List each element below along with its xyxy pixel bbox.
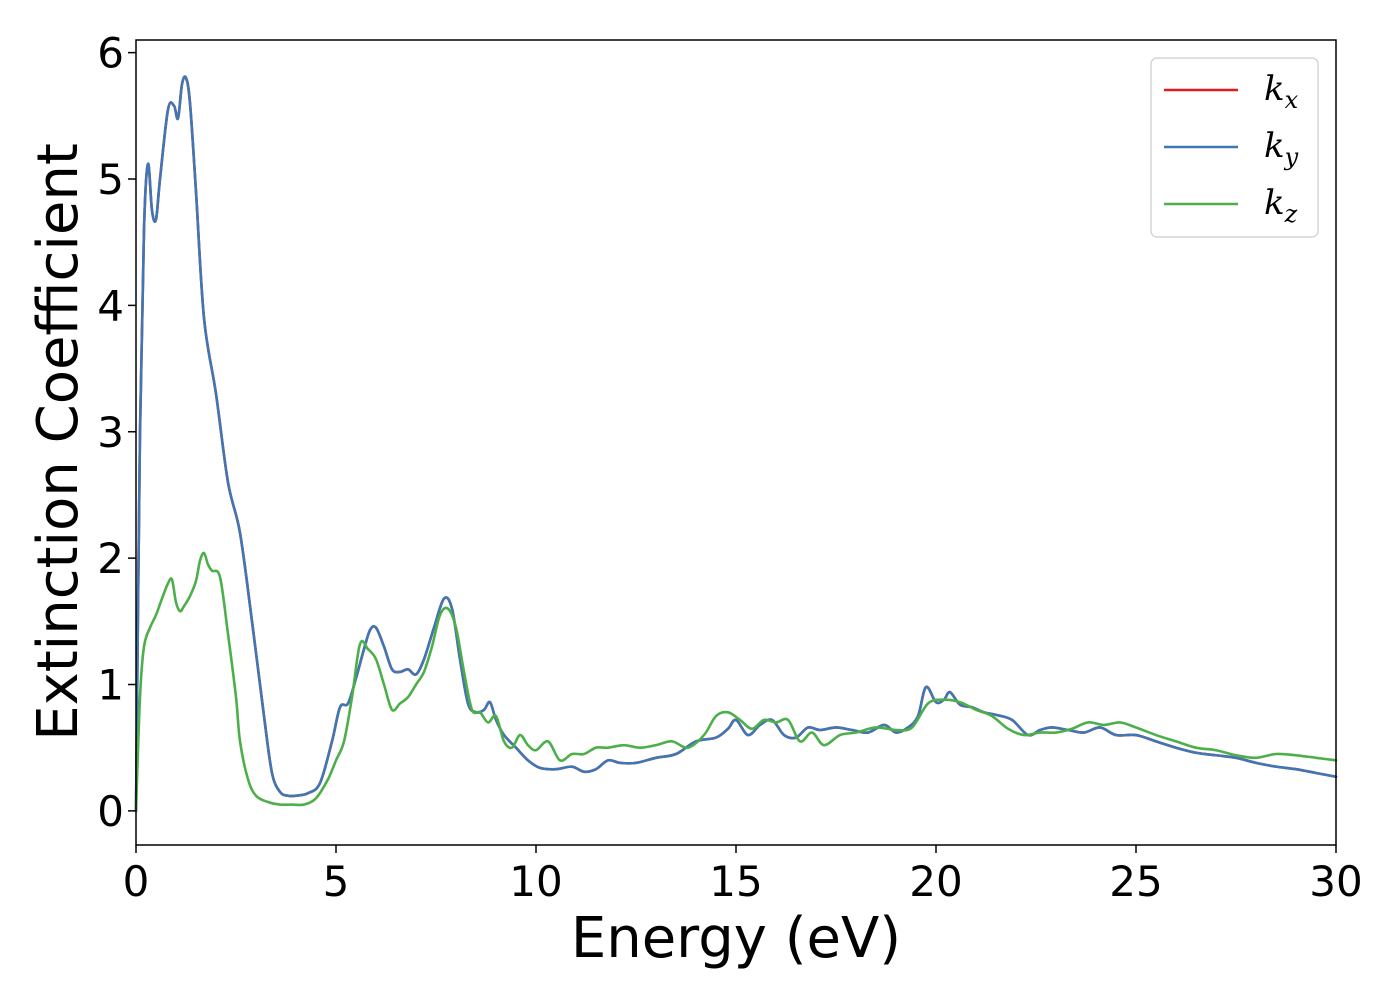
- y-tick-label: 3: [97, 408, 124, 457]
- y-tick-label: 5: [97, 155, 124, 204]
- legend-label-ky: ky: [1264, 126, 1299, 171]
- x-tick-label: 0: [123, 857, 150, 906]
- x-tick-label: 15: [709, 857, 762, 906]
- legend: kx ky kz: [1150, 57, 1319, 238]
- x-axis-ticks: 0 5 10 15 20 25 30: [123, 845, 1363, 906]
- y-tick-label: 4: [97, 281, 124, 330]
- y-tick-label: 1: [97, 661, 124, 710]
- y-tick-label: 0: [97, 787, 124, 836]
- x-tick-label: 20: [909, 857, 962, 906]
- x-tick-label: 30: [1309, 857, 1362, 906]
- series-line-kz: [134, 551, 1338, 813]
- y-axis-title: Extinction Coefficient: [26, 143, 91, 741]
- legend-label-kx: kx: [1264, 69, 1299, 114]
- series-layer: [134, 75, 1338, 813]
- legend-label-kz: kz: [1264, 183, 1298, 228]
- x-tick-label: 10: [509, 857, 562, 906]
- x-tick-label: 25: [1109, 857, 1162, 906]
- series-line-ky: [134, 75, 1338, 813]
- x-tick-label: 5: [323, 857, 350, 906]
- x-axis-title: Energy (eV): [571, 906, 901, 971]
- y-tick-label: 6: [97, 29, 124, 78]
- y-tick-label: 2: [97, 534, 124, 583]
- y-axis-ticks: 0 1 2 3 4 5 6: [97, 29, 136, 836]
